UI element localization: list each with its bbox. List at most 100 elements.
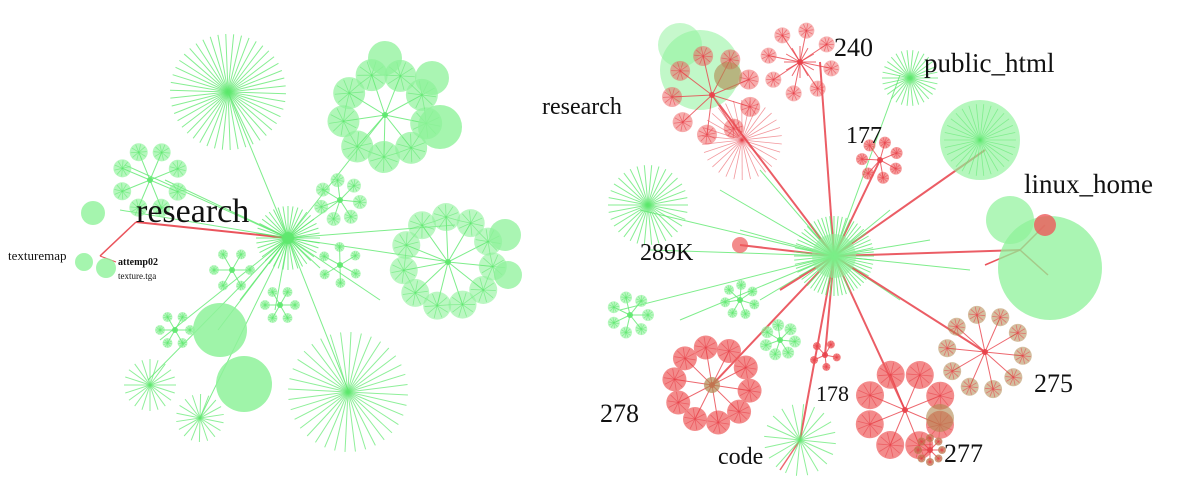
burst-ray [137,200,142,208]
label-attemp02: attemp02 [118,257,158,268]
burst-ray [745,309,747,315]
burst-ray [122,187,130,192]
burst-ray [213,269,218,273]
burst-ray [136,199,139,208]
burst-ray [349,133,358,147]
burst-ray [909,77,936,90]
starburst [819,37,834,52]
burst-ray [355,270,360,274]
burst-ray [128,384,151,401]
burst-ray [613,322,620,325]
burst-ray [768,52,776,57]
burst-ray [1012,369,1017,378]
burst-ray [415,283,425,294]
burst-ray [222,254,226,259]
burst-ray [761,55,769,59]
burst-ray [684,358,693,367]
burst-ray [414,224,423,236]
burst-ray [629,204,649,242]
burst-ray [968,139,981,175]
burst-ray [859,158,863,165]
burst-ray [324,391,349,448]
burst-ray [895,164,900,169]
burst-ray [979,139,1016,148]
burst-ray [865,145,870,150]
burst-ray [645,309,649,316]
burst-ray [269,317,273,323]
burst-ray [625,332,631,336]
burst-ray [357,142,372,147]
burst-ray [178,315,183,318]
burst-ray [738,411,742,423]
burst-ray [799,404,805,441]
starburst [907,362,933,388]
burst-ray [351,271,356,274]
burst-ray [684,352,695,359]
burst-ray [248,269,251,275]
burst-ray [293,300,296,306]
burst-ray [405,235,415,246]
burst-ray [1022,348,1027,356]
burst-ray [290,391,349,411]
label-linux-home: linux_home [1024,169,1153,199]
burst-ray [831,65,839,69]
cluster [113,143,187,217]
burst-ray [741,100,751,141]
burst-ray [179,405,201,419]
starburst [927,383,953,409]
burst-ray [400,75,412,86]
burst-ray [383,145,394,158]
burst-ray [806,29,814,32]
burst-ray [864,168,869,174]
burst-ray [337,179,343,186]
burst-ray [928,395,941,401]
burst-ray [629,168,649,206]
starburst [178,312,187,322]
burst-ray [976,314,986,317]
burst-ray [294,300,297,306]
burst-ray [951,370,959,377]
burst-ray [636,298,642,302]
burst-ray [359,201,365,207]
cluster-center [172,327,178,333]
burst-ray [895,77,911,103]
burst-ray [722,298,726,303]
burst-ray [289,378,349,393]
burst-ray [729,312,733,318]
burst-ray [979,108,999,141]
burst-ray [236,283,242,286]
burst-ray [884,444,891,457]
leaf-disc [81,201,105,225]
burst-ray [679,70,688,77]
burst-ray [320,206,326,213]
burst-ray [728,312,733,316]
burst-ray [188,329,191,335]
burst-ray [347,391,385,441]
burst-ray [880,436,891,446]
cluster [155,312,195,348]
burst-ray [700,47,704,57]
burst-ray [970,309,978,316]
burst-ray [388,75,401,84]
burst-ray [445,204,447,218]
burst-ray [134,363,151,386]
burst-ray [227,62,279,93]
burst-ray [287,317,292,321]
burst-ray [985,388,994,394]
burst-ray [130,206,139,209]
starburst [864,139,875,151]
burst-ray [337,179,344,182]
burst-ray [451,297,463,305]
burst-ray [177,191,186,196]
burst-ray [836,355,841,358]
burst-ray [355,273,360,277]
burst-ray [183,53,229,93]
burst-ray [176,191,179,200]
burst-ray [397,259,405,271]
burst-ray [1022,355,1031,358]
cluster [314,173,367,226]
burst-ray [973,314,978,323]
burst-ray [764,435,801,441]
burst-ray [403,269,416,277]
starburst [351,269,361,279]
